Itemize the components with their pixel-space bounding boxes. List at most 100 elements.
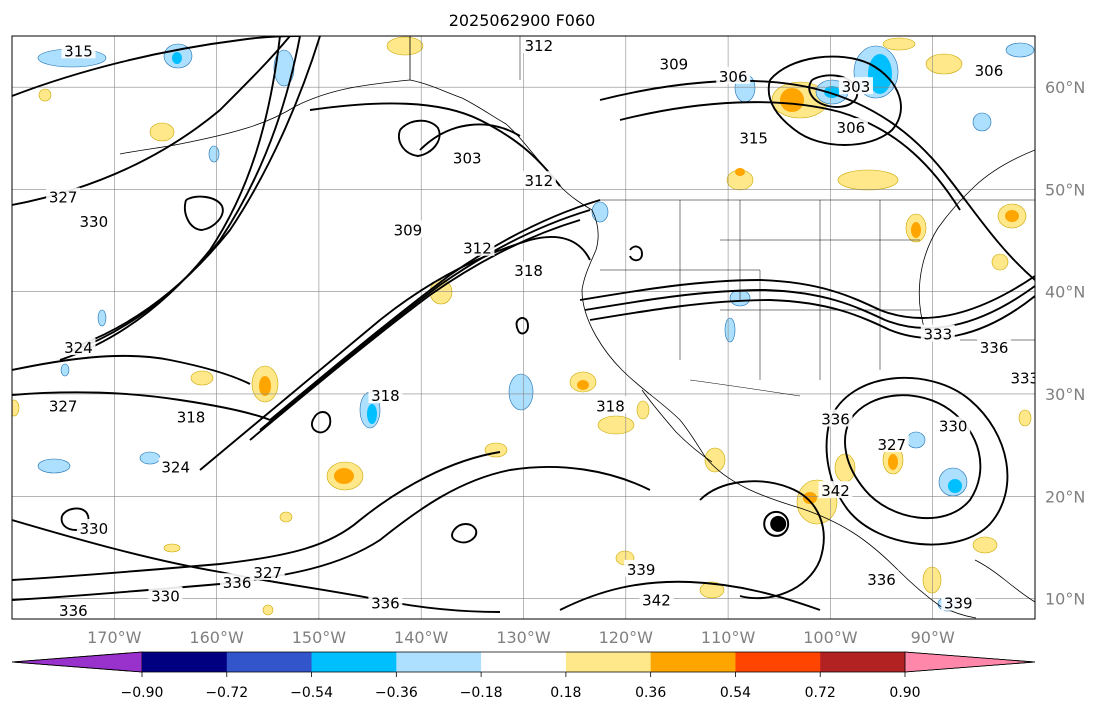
colorbar-segment: [565, 652, 652, 672]
contour-label: 342: [642, 592, 671, 610]
positive-anomaly-patch: [991, 253, 1009, 271]
contour-label: 315: [739, 129, 768, 147]
contour-label-background: [941, 593, 976, 611]
contour-label-background: [158, 457, 193, 475]
colorbar-segment: [820, 652, 906, 672]
contour-label: 336: [223, 574, 252, 592]
contour-label: 330: [80, 213, 109, 231]
contour-label-background: [76, 212, 111, 230]
latitude-label: 50°N: [1045, 180, 1085, 199]
contour-label-background: [460, 238, 495, 256]
contour-label-background: [833, 118, 868, 136]
latitude-label: 10°N: [1045, 590, 1085, 609]
latitude-label: 20°N: [1045, 487, 1085, 506]
negative-anomaly-patch: [37, 458, 71, 474]
map-title: 2025062900 F060: [449, 11, 596, 30]
contour-label-background: [838, 77, 873, 95]
contour-label-background: [368, 593, 403, 611]
contour-line: [59, 36, 281, 361]
contour-label-background: [46, 187, 81, 205]
contour-label-background: [977, 337, 1012, 355]
contour-label: 318: [177, 409, 206, 427]
contour-label: 303: [453, 150, 482, 168]
contour-line: [199, 236, 591, 471]
contour-label: 333: [923, 326, 952, 344]
longitude-label: 100°W: [803, 628, 858, 647]
contour-label-background: [174, 407, 209, 425]
contour-labels: 315 312 309 306 303 306 306 315 303 312 309 312 318 3…: [46, 36, 1035, 619]
positive-anomaly-patch: [12, 399, 20, 417]
colorbar-tick-label: −0.72: [205, 685, 248, 701]
contour-label: 336: [821, 411, 850, 429]
contour-label-background: [521, 36, 556, 54]
contour-label: 318: [514, 262, 543, 280]
contour-label-background: [818, 481, 853, 499]
contour-line: [767, 55, 902, 146]
colorbar-tick-label: 0.90: [889, 685, 920, 701]
positive-anomaly-patch: [972, 536, 998, 554]
contour-label: 336: [867, 571, 896, 589]
state-border: [600, 269, 761, 380]
contour-label-background: [368, 386, 403, 404]
negative-anomaly-patch: [1005, 42, 1035, 58]
contour-label-background: [250, 562, 285, 580]
contour-label-background: [971, 60, 1006, 78]
coastlines: [119, 36, 1035, 619]
colorbar-tick-label: −0.90: [121, 685, 164, 701]
contour-label-background: [936, 416, 971, 434]
positive-anomaly-patch: [386, 36, 424, 56]
north-america-coastline: [409, 36, 977, 619]
contour-label-background: [639, 590, 674, 608]
map-area: 315 312 309 306 303 306 306 315 303 312 309 312 318 3…: [11, 35, 1036, 620]
positive-anomaly-core: [334, 468, 354, 484]
contour-label-background: [1007, 368, 1035, 386]
contour-label: 303: [842, 78, 871, 96]
contour-label: 306: [975, 62, 1004, 80]
colorbar: −0.90 −0.72 −0.54 −0.36 −0.18 0.18 0.36 0.54 0.7…: [11, 651, 1036, 701]
longitude-label: 160°W: [189, 628, 244, 647]
negative-anomaly-patch: [906, 431, 926, 449]
negative-anomaly-patch: [208, 145, 220, 163]
contour-line: [12, 36, 301, 97]
east-coastline: [918, 149, 1035, 335]
positive-anomaly-core: [780, 88, 804, 112]
contour-line: [515, 317, 529, 335]
colorbar-extend-low: [11, 651, 143, 673]
positive-anomaly-patch: [38, 88, 52, 102]
positive-anomaly-patch: [1018, 409, 1032, 427]
longitude-label: 130°W: [496, 628, 551, 647]
contour-label: 330: [151, 587, 180, 605]
positive-anomaly-patch: [837, 169, 899, 191]
contour-line: [12, 466, 651, 601]
negative-anomaly-patch: [972, 112, 992, 132]
colorbar-tick-label: 0.18: [550, 685, 581, 701]
contour-label-background: [716, 66, 751, 84]
contour-label: 339: [944, 595, 973, 613]
latitude-label: 30°N: [1045, 385, 1085, 404]
contour-line: [12, 519, 501, 613]
longitude-label: 150°W: [292, 628, 347, 647]
contour-label-background: [148, 586, 183, 604]
latitude-label: 40°N: [1045, 283, 1085, 302]
positive-anomaly-patch: [922, 566, 942, 594]
contour-line: [808, 74, 859, 108]
contour-line: [259, 209, 591, 431]
colorbar-segment: [226, 652, 313, 672]
colorbar-tick-label: 0.54: [720, 685, 751, 701]
contour-line: [619, 101, 961, 211]
contour-label-background: [521, 171, 556, 189]
contour-label: 327: [49, 189, 78, 207]
longitude-label: 120°W: [599, 628, 654, 647]
positive-anomaly-patch: [163, 543, 181, 553]
colorbar-segment: [650, 652, 736, 672]
contour-label-background: [511, 261, 546, 279]
contour-label: 309: [660, 56, 689, 74]
contour-line: [699, 480, 825, 600]
positive-anomaly-core: [577, 380, 589, 390]
contour-label: 318: [596, 397, 625, 415]
contour-label: 342: [821, 482, 850, 500]
positive-anomaly-patch: [149, 122, 175, 142]
contour-line: [599, 79, 1035, 281]
baja-gulf-coastline: [641, 389, 713, 463]
